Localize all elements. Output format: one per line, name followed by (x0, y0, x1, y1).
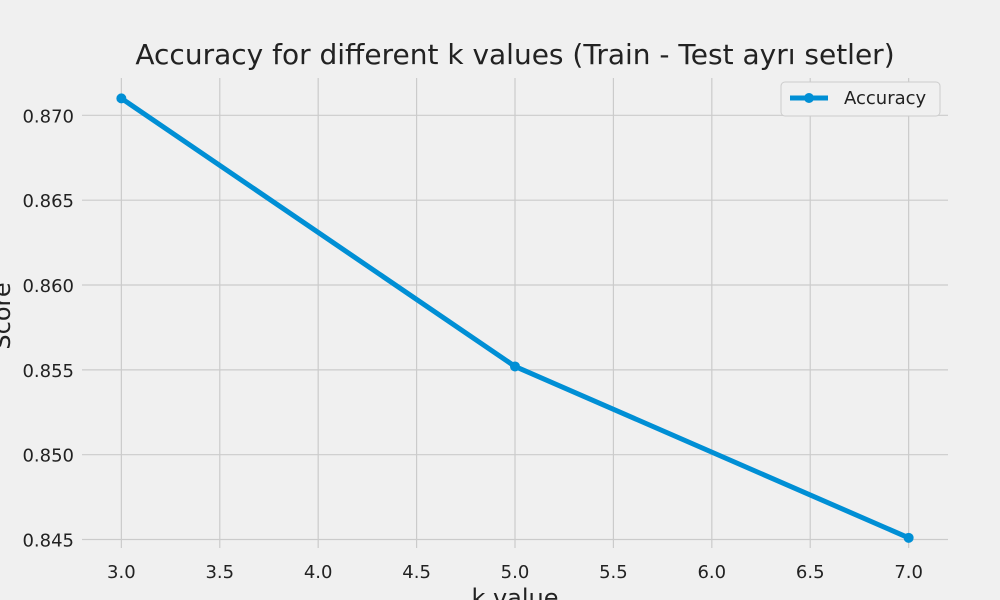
x-tick-label: 5.5 (599, 562, 628, 583)
x-tick-label: 5.0 (501, 562, 530, 583)
x-tick-label: 3.5 (205, 562, 234, 583)
x-tick-label: 6.0 (697, 562, 726, 583)
data-point (903, 532, 914, 543)
x-tick-label: 4.5 (402, 562, 431, 583)
data-point (510, 361, 520, 372)
x-tick-label: 3.0 (107, 562, 136, 583)
x-tick-label: 4.0 (304, 562, 333, 583)
legend: Accuracy (780, 81, 941, 117)
y-tick-label: 0.870 (22, 106, 74, 127)
y-tick-label: 0.855 (22, 361, 74, 382)
grid (82, 78, 948, 548)
x-axis-label: k value (471, 584, 558, 600)
x-tick-label: 7.0 (894, 562, 923, 583)
y-tick-label: 0.860 (22, 276, 74, 297)
x-tick-label: 6.5 (796, 562, 825, 583)
legend-marker-swatch (804, 93, 814, 103)
chart-title: Accuracy for different k values (Train -… (135, 38, 894, 71)
tick-labels: 3.0 3.5 4.0 4.5 5.0 5.5 6.0 6.5 7.0 0.845 0.850 0.8… (22, 106, 922, 583)
data-point (116, 93, 127, 104)
y-tick-label: 0.850 (22, 446, 74, 467)
y-tick-label: 0.845 (22, 531, 74, 552)
legend-box (780, 81, 941, 117)
series-layer (116, 93, 914, 543)
legend-label: Accuracy (844, 88, 927, 109)
y-axis-label: Score (0, 282, 16, 349)
y-tick-label: 0.865 (22, 191, 74, 212)
